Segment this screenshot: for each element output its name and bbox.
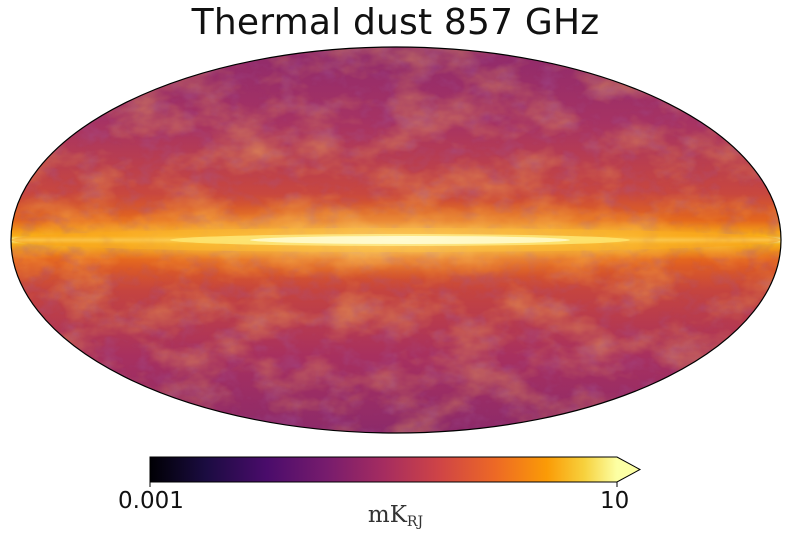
colorbar [149, 456, 642, 487]
mollweide-map [11, 47, 781, 433]
unit-main: mK [367, 502, 407, 528]
colorbar-min-label: 0.001 [118, 488, 184, 514]
unit-subscript: RJ [406, 514, 424, 530]
map-outline [10, 46, 782, 434]
colorbar-max-label: 10 [600, 488, 630, 514]
plot-title: Thermal dust 857 GHz [191, 2, 600, 43]
colorbar-unit-label: mKRJ [0, 502, 791, 530]
